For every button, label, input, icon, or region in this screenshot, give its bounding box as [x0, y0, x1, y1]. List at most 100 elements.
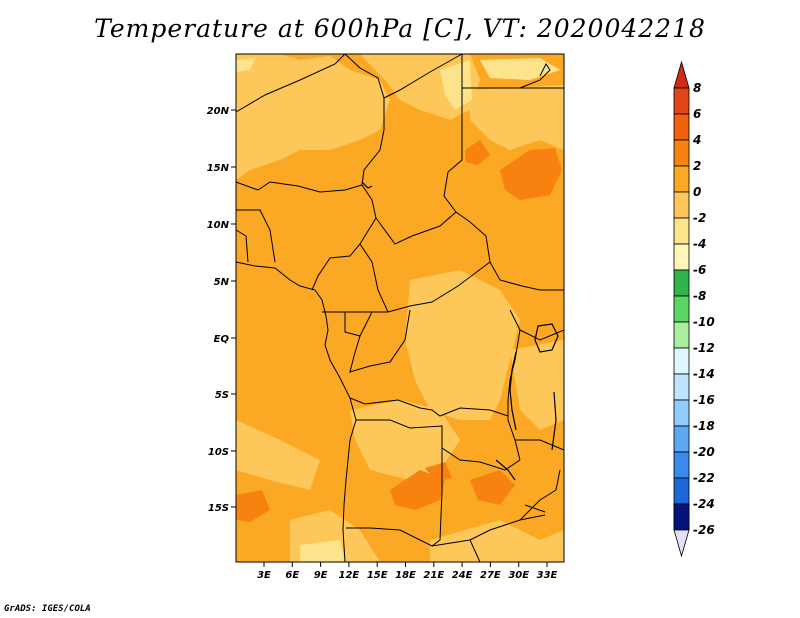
lake-chad	[361, 181, 373, 189]
lon-label: 6E	[285, 570, 299, 581]
border-line	[236, 209, 276, 263]
lon-label: 9E	[314, 570, 328, 581]
colorbar-label: 0	[693, 185, 701, 199]
border-line	[524, 504, 546, 513]
colorbar-label: -26	[693, 523, 715, 537]
country-borders	[235, 53, 565, 563]
colorbar-swatch	[673, 425, 690, 453]
colorbar-swatch	[673, 243, 690, 271]
lat-label: 10N	[207, 220, 230, 231]
lat-label: 10S	[208, 447, 229, 458]
border-line	[235, 181, 377, 291]
contour-fill-4-6	[390, 470, 445, 510]
contour-fill-neg2-0	[480, 58, 560, 80]
lat-label: 15N	[207, 163, 230, 174]
lon-label: 3E	[257, 570, 271, 581]
contour-fill-4-6	[470, 470, 515, 505]
colorbar-label: -2	[693, 211, 706, 225]
lake-malawi	[551, 391, 557, 451]
lon-label: 18E	[395, 570, 416, 581]
border-line	[515, 439, 565, 451]
colorbar-label: -10	[693, 315, 715, 329]
colorbar-label: 6	[693, 107, 701, 121]
border-line	[344, 311, 373, 337]
colorbar-swatch	[673, 191, 690, 219]
colorbar-label: -6	[693, 263, 706, 277]
latitude-axis: 20N 15N 10N 5N EQ 5S 10S 15S	[207, 106, 236, 514]
lat-label: EQ	[214, 334, 230, 345]
colorbar-swatch	[673, 451, 690, 479]
contour-fill-0-2	[236, 54, 390, 180]
lake-victoria	[534, 323, 559, 353]
contour-fill-2-4	[236, 54, 564, 562]
contour-fill-neg2-0	[440, 60, 472, 110]
coastline	[235, 261, 357, 563]
colorbar-label: -20	[693, 445, 715, 459]
contour-fill-0-2	[510, 340, 564, 430]
border-line	[431, 448, 443, 547]
border-line	[349, 309, 411, 373]
colorbar-swatch	[673, 373, 690, 401]
border-line	[349, 397, 509, 417]
contour-fill-4-6	[425, 462, 452, 482]
colorbar-label: -8	[693, 289, 706, 303]
lat-label: 20N	[207, 106, 230, 117]
colorbar-swatch	[673, 321, 690, 349]
grads-credit: GrADS: IGES/COLA	[4, 604, 91, 614]
colorbar-swatch	[673, 477, 690, 505]
contour-fill-0-2	[405, 270, 520, 420]
colorbar-top-arrow	[673, 60, 690, 89]
lake-tanganyika	[509, 351, 517, 431]
colorbar-swatch	[673, 87, 690, 115]
border-line	[507, 309, 521, 461]
colorbar-label: 4	[692, 133, 701, 147]
lake-mweru	[495, 459, 516, 481]
coastline	[519, 63, 551, 89]
map-frame	[235, 53, 565, 563]
colorbar-bottom-arrow	[673, 529, 690, 558]
border-line	[519, 469, 561, 521]
colorbar-swatch	[673, 347, 690, 375]
contour-fill-neg2-0	[300, 540, 345, 562]
colorbar-label: 8	[693, 81, 701, 95]
border-line	[383, 53, 463, 99]
contour-fill-neg2-0	[236, 58, 255, 72]
contour-fill-0-2	[430, 520, 564, 562]
colorbar-swatch	[673, 113, 690, 141]
lon-label: 15E	[367, 570, 388, 581]
lon-label: 33E	[537, 570, 558, 581]
border-line	[375, 211, 457, 245]
contour-fill-4-6	[500, 148, 562, 200]
lat-label: 5N	[214, 277, 230, 288]
colorbar-swatch	[673, 165, 690, 193]
lon-label: 27E	[480, 570, 501, 581]
longitude-axis: 3E 6E 9E 12E 15E 18E 21E 24E 27E 30E 33E	[257, 562, 558, 581]
colorbar-swatch	[673, 503, 690, 531]
lat-label: 15S	[208, 503, 229, 514]
border-line	[359, 243, 491, 313]
colorbar-label: -24	[693, 497, 715, 511]
colorbar-swatch	[673, 269, 690, 297]
border-line	[443, 54, 564, 291]
lon-label: 30E	[508, 570, 529, 581]
colorbar-label: -4	[693, 237, 706, 251]
border-line	[235, 53, 346, 113]
border-line	[469, 539, 481, 563]
contour-fill-4-6	[465, 140, 490, 165]
lat-label: 5S	[215, 390, 229, 401]
colorbar-swatch	[673, 217, 690, 245]
lon-label: 24E	[452, 570, 473, 581]
temperature-map	[235, 53, 565, 563]
colorbar-label: -18	[693, 419, 715, 433]
contour-fill-0-2	[236, 420, 320, 490]
colorbar-swatch	[673, 295, 690, 323]
colorbar-swatch	[673, 399, 690, 427]
colorbar-label: -14	[693, 367, 715, 381]
border-line	[235, 229, 249, 263]
colorbar-label: 2	[693, 159, 701, 173]
chart-title: Temperature at 600hPa [C], VT: 202004221…	[94, 14, 706, 43]
lon-label: 21E	[423, 570, 444, 581]
lon-label: 12E	[339, 570, 360, 581]
colorbar-label: -22	[693, 471, 715, 485]
